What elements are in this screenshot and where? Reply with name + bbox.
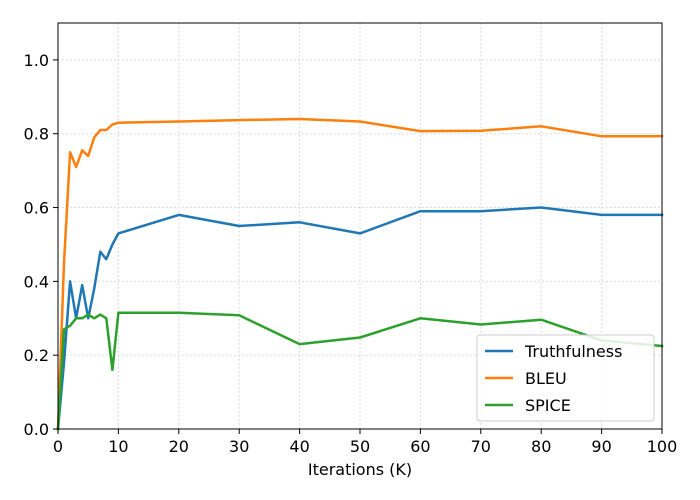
series-line-bleu <box>56 117 664 431</box>
axis-ticks: 0 10 20 30 40 50 60 70 80 90 100 0.0 0.2 0.4 0.6 0.8 1.0 <box>24 51 678 456</box>
x-tick-label: 30 <box>229 437 249 456</box>
y-tick-label: 0.4 <box>24 272 49 291</box>
y-tick-label: 1.0 <box>24 51 49 70</box>
series-lines <box>56 117 664 431</box>
series-line-truthfulness <box>56 206 664 431</box>
x-tick-label: 70 <box>471 437 491 456</box>
x-tick-label: 90 <box>591 437 611 456</box>
y-tick-label: 0.0 <box>24 420 49 439</box>
legend: Truthfulness BLEU SPICE <box>476 334 655 422</box>
x-tick-label: 20 <box>169 437 189 456</box>
x-tick-label: 60 <box>410 437 430 456</box>
legend-label: Truthfulness <box>524 342 622 361</box>
x-tick-label: 50 <box>350 437 370 456</box>
y-tick-label: 0.8 <box>24 125 49 144</box>
x-tick-label: 0 <box>53 437 63 456</box>
legend-label: BLEU <box>525 369 567 388</box>
y-tick-label: 0.6 <box>24 199 49 218</box>
x-tick-label: 100 <box>647 437 678 456</box>
x-tick-label: 80 <box>531 437 551 456</box>
y-tick-label: 0.2 <box>24 346 49 365</box>
x-tick-label: 40 <box>289 437 309 456</box>
x-tick-label: 10 <box>108 437 128 456</box>
legend-box <box>476 334 655 422</box>
x-axis-label: Iterations (K) <box>308 460 412 479</box>
series-line-spice <box>56 311 664 431</box>
legend-label: SPICE <box>525 396 571 415</box>
